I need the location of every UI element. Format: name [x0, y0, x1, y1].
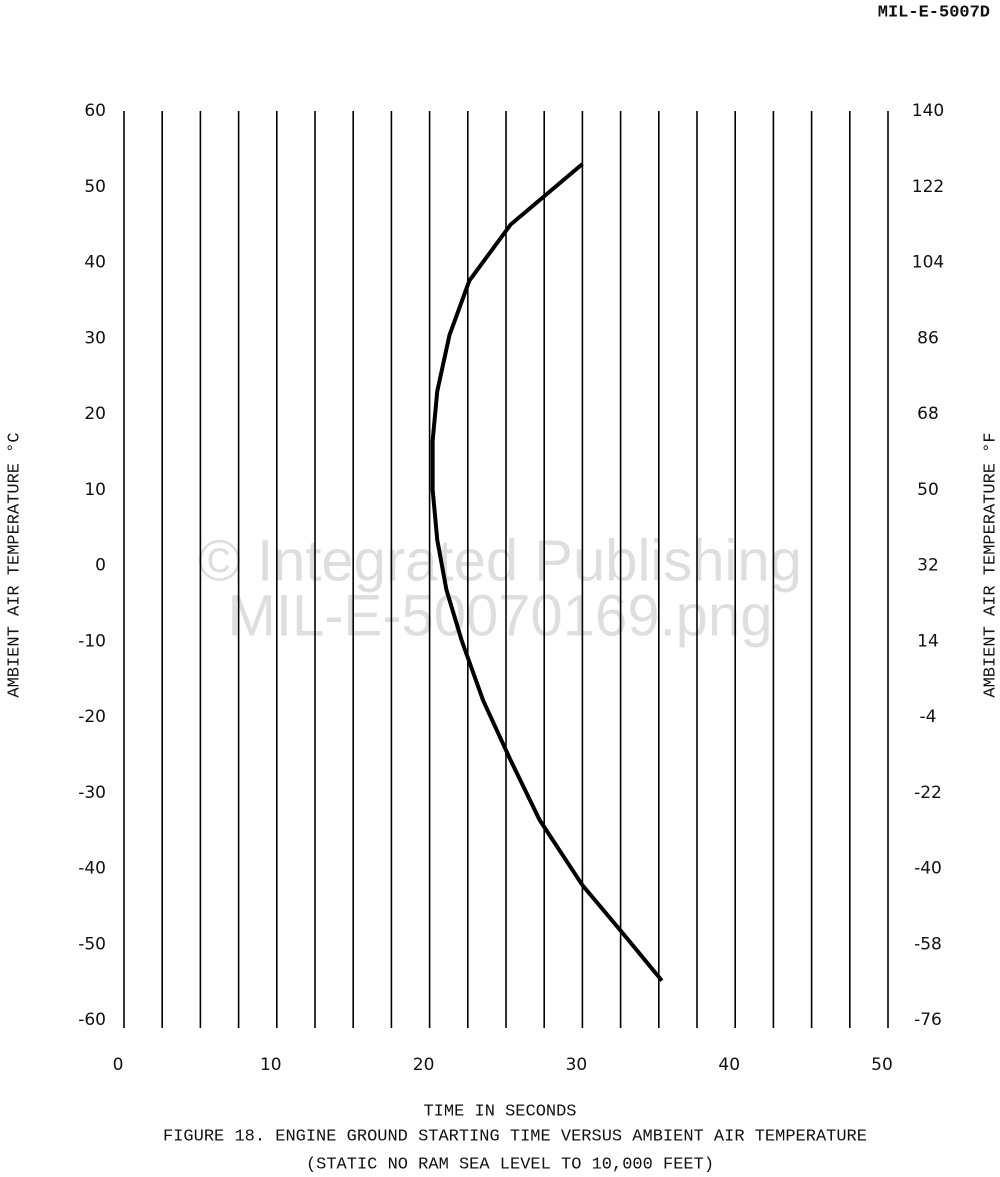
y2-tick-label: 140 — [912, 101, 944, 121]
y-tick-label: 20 — [84, 404, 106, 424]
y-tick-label: -40 — [78, 859, 106, 879]
y-axis-label: AMBIENT AIR TEMPERATURE °C — [5, 432, 24, 697]
y2-tick-label: -40 — [914, 859, 942, 879]
y-tick-label: 40 — [84, 253, 106, 273]
x-tick-label: 40 — [718, 1055, 740, 1075]
y-tick-label: -50 — [78, 934, 106, 954]
x-tick-label: 10 — [260, 1055, 282, 1075]
y-tick-label: 50 — [84, 177, 106, 197]
y2-tick-label: 122 — [912, 177, 944, 197]
y2-tick-label: -22 — [914, 783, 942, 803]
x-tick-label: 30 — [566, 1055, 588, 1075]
y2-axis-label: AMBIENT AIR TEMPERATURE °F — [981, 432, 1000, 697]
x-axis-label: TIME IN SECONDS — [423, 1102, 576, 1121]
data-line — [430, 162, 664, 982]
y2-tick-label: 14 — [917, 631, 939, 651]
y2-tick-label: -58 — [914, 934, 942, 954]
watermark: © Integrated Publishing — [198, 528, 802, 593]
y-tick-label: 60 — [84, 101, 106, 121]
y-tick-label: -30 — [78, 783, 106, 803]
y-tick-label: -20 — [78, 707, 106, 727]
y2-tick-label: 50 — [917, 480, 939, 500]
x-tick-label: 20 — [413, 1055, 435, 1075]
y2-tick-label: 86 — [917, 328, 939, 348]
chart-subtitle: (STATIC NO RAM SEA LEVEL TO 10,000 FEET) — [306, 1155, 714, 1174]
watermark: MIL-E-50070169.png — [228, 583, 773, 648]
y-tick-label: -60 — [78, 1010, 106, 1030]
y2-tick-label: -76 — [914, 1010, 942, 1030]
x-tick-label: 50 — [871, 1055, 893, 1075]
y-tick-label: -10 — [78, 631, 106, 651]
y-tick-label: 30 — [84, 328, 106, 348]
y2-tick-label: -4 — [920, 707, 937, 727]
y-tick-label: 10 — [84, 480, 106, 500]
y2-tick-label: 32 — [917, 556, 939, 576]
document-header: MIL-E-5007D — [878, 3, 990, 22]
chart-title: FIGURE 18. ENGINE GROUND STARTING TIME V… — [163, 1127, 867, 1146]
y-tick-label: 0 — [95, 556, 106, 576]
y2-tick-label: 68 — [917, 404, 939, 424]
y2-tick-label: 104 — [912, 253, 944, 273]
x-tick-label: 0 — [113, 1055, 124, 1075]
